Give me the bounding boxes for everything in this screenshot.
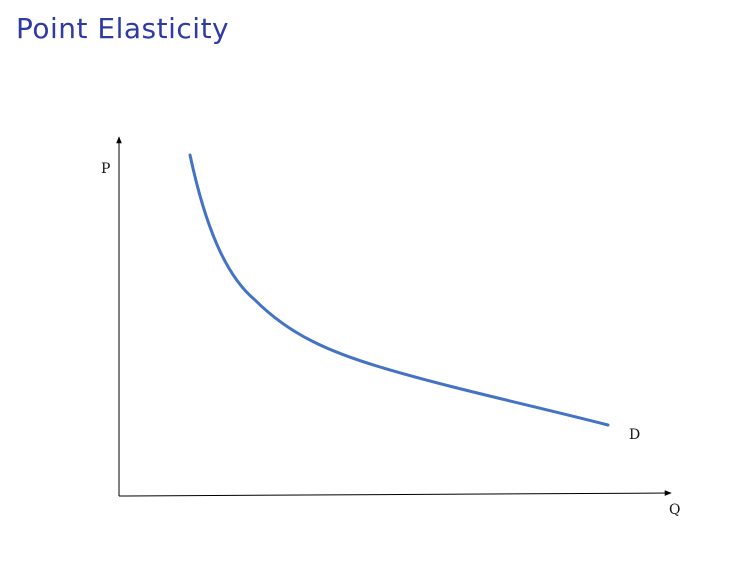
y-axis-label: P bbox=[101, 161, 110, 177]
demand-curve-label: D bbox=[629, 427, 640, 443]
x-axis-label: Q bbox=[669, 502, 680, 518]
page-title: Point Elasticity bbox=[16, 12, 230, 45]
demand-curve bbox=[188, 153, 610, 427]
x-axis bbox=[118, 490, 672, 497]
